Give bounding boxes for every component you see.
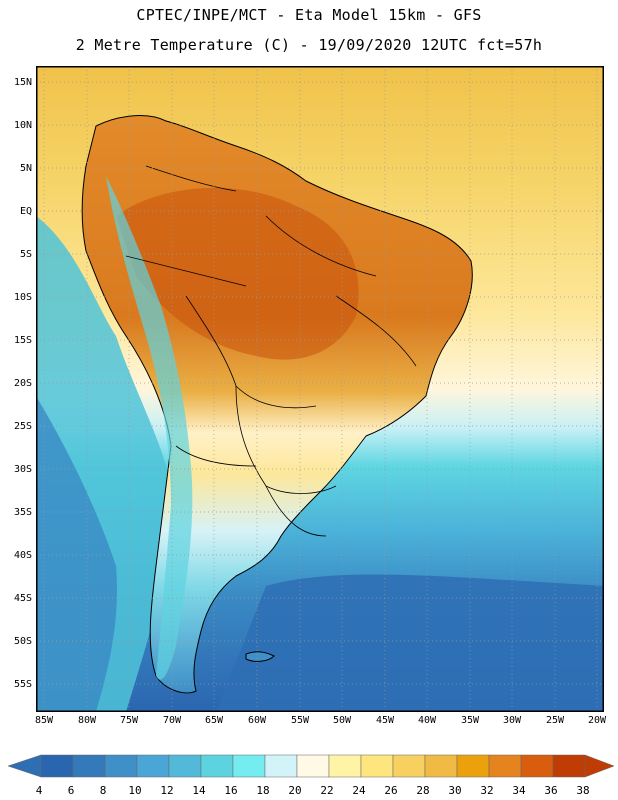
lon-label: 60W <box>247 715 267 726</box>
colorbar-label: 26 <box>384 784 398 797</box>
lon-label: 20W <box>587 715 607 726</box>
colorbar-swatch <box>456 754 490 778</box>
hot-interior-region <box>116 187 359 360</box>
colorbar-label: 4 <box>35 784 43 797</box>
colorbar-label: 8 <box>99 784 107 797</box>
lat-label: 15N <box>13 77 32 88</box>
country-borders <box>125 165 417 537</box>
colorbar-label: 16 <box>224 784 238 797</box>
lon-label: 35W <box>460 715 480 726</box>
colorbar-swatch <box>264 754 298 778</box>
lat-label: 35S <box>13 507 32 518</box>
lat-label: 50S <box>13 636 32 647</box>
lon-label: 45W <box>375 715 395 726</box>
lon-label: 65W <box>204 715 224 726</box>
lon-label: 25W <box>545 715 565 726</box>
lon-label: 40W <box>417 715 437 726</box>
colorbar-swatch <box>232 754 266 778</box>
colorbar-under-arrow <box>7 754 42 778</box>
lat-label: 15S <box>13 335 32 346</box>
lon-label: 70W <box>162 715 182 726</box>
map-title-line-1: CPTEC/INPE/MCT - Eta Model 15km - GFS <box>136 6 482 24</box>
lat-label: 45S <box>13 593 32 604</box>
colorbar-label: 34 <box>512 784 526 797</box>
map-title-line-2: 2 Metre Temperature (C) - 19/09/2020 12U… <box>75 36 543 54</box>
colorbar-label: 14 <box>192 784 206 797</box>
colorbar-label: 22 <box>320 784 334 797</box>
colorbar-label: 12 <box>160 784 174 797</box>
colorbar-swatch <box>424 754 458 778</box>
temperature-colorbar <box>7 754 615 778</box>
lon-label: 30W <box>502 715 522 726</box>
colorbar-swatch <box>72 754 106 778</box>
colorbar-label: 28 <box>416 784 430 797</box>
colorbar-over-arrow <box>584 754 615 778</box>
colorbar-swatch <box>488 754 522 778</box>
lat-label: 10N <box>13 120 32 131</box>
map-border <box>36 66 604 712</box>
lon-label: 50W <box>332 715 352 726</box>
lat-label: EQ <box>19 206 32 217</box>
lat-label: 55S <box>13 679 32 690</box>
colorbar-label: 36 <box>544 784 558 797</box>
colorbar-swatch <box>296 754 330 778</box>
lat-label: 10S <box>13 292 32 303</box>
lat-label: 5S <box>19 249 32 260</box>
lat-label: 40S <box>13 550 32 561</box>
lon-label: 85W <box>34 715 54 726</box>
colorbar-label: 20 <box>288 784 302 797</box>
lat-label: 30S <box>13 464 32 475</box>
lon-label: 75W <box>119 715 139 726</box>
temperature-map <box>36 66 604 712</box>
colorbar-swatch <box>328 754 362 778</box>
colorbar-label: 38 <box>576 784 590 797</box>
falkland-islands <box>245 651 275 662</box>
colorbar-label: 30 <box>448 784 462 797</box>
colorbar-swatch <box>168 754 202 778</box>
lat-lon-grid <box>36 66 604 712</box>
lon-label: 80W <box>77 715 97 726</box>
colorbar-swatch <box>200 754 234 778</box>
colorbar-swatch <box>104 754 138 778</box>
colorbar-swatch <box>392 754 426 778</box>
lat-label: 20S <box>13 378 32 389</box>
colorbar-swatch <box>40 754 74 778</box>
colorbar-label: 10 <box>128 784 142 797</box>
colorbar-label: 6 <box>67 784 75 797</box>
colorbar-swatch <box>552 754 586 778</box>
colorbar-swatch <box>360 754 394 778</box>
colorbar-swatch <box>520 754 554 778</box>
lat-label: 5N <box>19 163 32 174</box>
andes-cold-strip <box>106 176 193 680</box>
pacific-deep-water <box>36 396 117 712</box>
lon-label: 55W <box>290 715 310 726</box>
atlantic-deep-water <box>216 574 604 712</box>
colorbar-swatch <box>136 754 170 778</box>
colorbar-label: 24 <box>352 784 366 797</box>
lat-label: 25S <box>13 421 32 432</box>
colorbar-label: 32 <box>480 784 494 797</box>
colorbar-label: 18 <box>256 784 270 797</box>
